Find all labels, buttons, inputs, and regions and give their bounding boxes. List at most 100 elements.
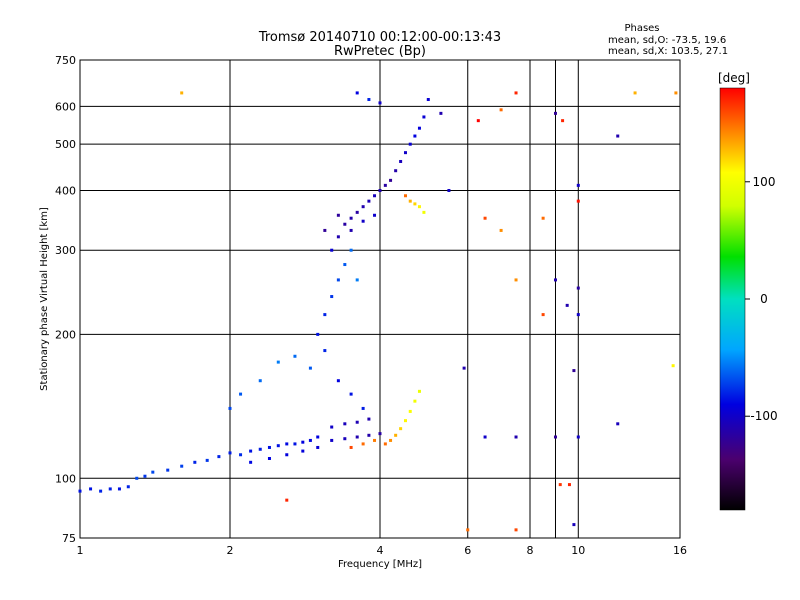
data-point bbox=[399, 427, 403, 431]
data-point bbox=[378, 188, 382, 192]
colorbar-tick-label: 0 bbox=[760, 292, 768, 306]
data-point bbox=[422, 115, 426, 119]
data-point bbox=[355, 278, 359, 282]
data-point bbox=[674, 91, 678, 95]
data-point bbox=[301, 449, 305, 453]
data-point bbox=[499, 108, 503, 112]
data-point bbox=[258, 447, 262, 451]
data-point bbox=[394, 169, 398, 173]
data-point bbox=[285, 453, 289, 457]
data-point bbox=[330, 248, 334, 252]
data-point bbox=[466, 528, 470, 532]
colorbar: [deg] 100 0 -100 bbox=[718, 71, 778, 511]
data-point bbox=[408, 142, 412, 146]
data-point bbox=[308, 366, 312, 370]
data-point bbox=[476, 119, 480, 123]
data-point bbox=[514, 278, 518, 282]
data-points bbox=[78, 91, 678, 532]
data-point bbox=[180, 91, 184, 95]
data-point bbox=[565, 303, 569, 307]
data-point bbox=[349, 216, 353, 220]
data-point bbox=[389, 178, 393, 182]
data-point bbox=[301, 440, 305, 444]
x-tick-label: 16 bbox=[673, 544, 687, 557]
plot-area bbox=[78, 59, 681, 539]
data-point bbox=[561, 119, 565, 123]
data-point bbox=[671, 364, 675, 368]
y-tick-label: 750 bbox=[55, 54, 76, 67]
colorbar-gradient bbox=[719, 87, 746, 511]
data-point bbox=[361, 205, 365, 209]
data-point bbox=[514, 91, 518, 95]
data-point bbox=[276, 360, 280, 364]
data-point bbox=[403, 194, 407, 198]
colorbar-ticks: 100 0 -100 bbox=[745, 175, 778, 423]
data-point bbox=[336, 278, 340, 282]
data-point bbox=[355, 420, 359, 424]
data-point bbox=[399, 159, 403, 163]
data-point bbox=[343, 263, 347, 267]
data-point bbox=[89, 487, 93, 491]
data-point bbox=[389, 438, 393, 442]
data-point bbox=[553, 111, 557, 115]
data-point bbox=[413, 134, 417, 138]
data-point bbox=[78, 489, 82, 493]
data-point bbox=[383, 183, 387, 187]
data-point bbox=[267, 445, 271, 449]
x-axis: 1 2 4 6 8 10 16 bbox=[77, 544, 688, 557]
x-tick-label: 4 bbox=[377, 544, 384, 557]
data-point bbox=[166, 468, 170, 472]
y-tick-label: 400 bbox=[55, 184, 76, 197]
phase-stats-o: mean, sd,O: -73.5, 19.6 bbox=[608, 35, 726, 46]
data-point bbox=[151, 470, 155, 474]
data-point bbox=[367, 433, 371, 437]
data-point bbox=[576, 286, 580, 290]
data-point bbox=[576, 313, 580, 317]
data-point bbox=[514, 435, 518, 439]
data-point bbox=[417, 126, 421, 130]
data-point bbox=[367, 199, 371, 203]
data-point bbox=[361, 442, 365, 446]
data-point bbox=[367, 98, 371, 102]
data-point bbox=[285, 498, 289, 502]
x-tick-label: 10 bbox=[571, 544, 585, 557]
data-point bbox=[336, 235, 340, 239]
colorbar-tick-label: 100 bbox=[753, 175, 776, 189]
data-point bbox=[308, 438, 312, 442]
data-point bbox=[228, 406, 232, 410]
y-tick-label: 600 bbox=[55, 100, 76, 113]
y-tick-label: 200 bbox=[55, 328, 76, 341]
data-point bbox=[180, 464, 184, 468]
data-point bbox=[383, 442, 387, 446]
data-point bbox=[439, 111, 443, 115]
data-point bbox=[361, 406, 365, 410]
data-point bbox=[355, 210, 359, 214]
data-point bbox=[117, 487, 121, 491]
data-point bbox=[541, 216, 545, 220]
data-point bbox=[330, 425, 334, 429]
data-point bbox=[558, 483, 562, 487]
data-point bbox=[413, 202, 417, 206]
data-point bbox=[239, 392, 243, 396]
x-axis-label: Frequency [MHz] bbox=[338, 559, 422, 570]
data-point bbox=[483, 435, 487, 439]
data-point bbox=[258, 379, 262, 383]
data-point bbox=[193, 460, 197, 464]
data-point bbox=[373, 213, 377, 217]
data-point bbox=[267, 456, 271, 460]
data-point bbox=[378, 432, 382, 436]
x-tick-label: 8 bbox=[527, 544, 534, 557]
data-point bbox=[108, 487, 112, 491]
data-point bbox=[361, 219, 365, 223]
data-point bbox=[417, 205, 421, 209]
data-point bbox=[378, 101, 382, 105]
data-point bbox=[483, 216, 487, 220]
data-point bbox=[408, 199, 412, 203]
data-point bbox=[228, 451, 232, 455]
data-point bbox=[135, 476, 139, 480]
data-point bbox=[403, 419, 407, 423]
data-point bbox=[293, 442, 297, 446]
data-point bbox=[349, 445, 353, 449]
data-point bbox=[323, 228, 327, 232]
